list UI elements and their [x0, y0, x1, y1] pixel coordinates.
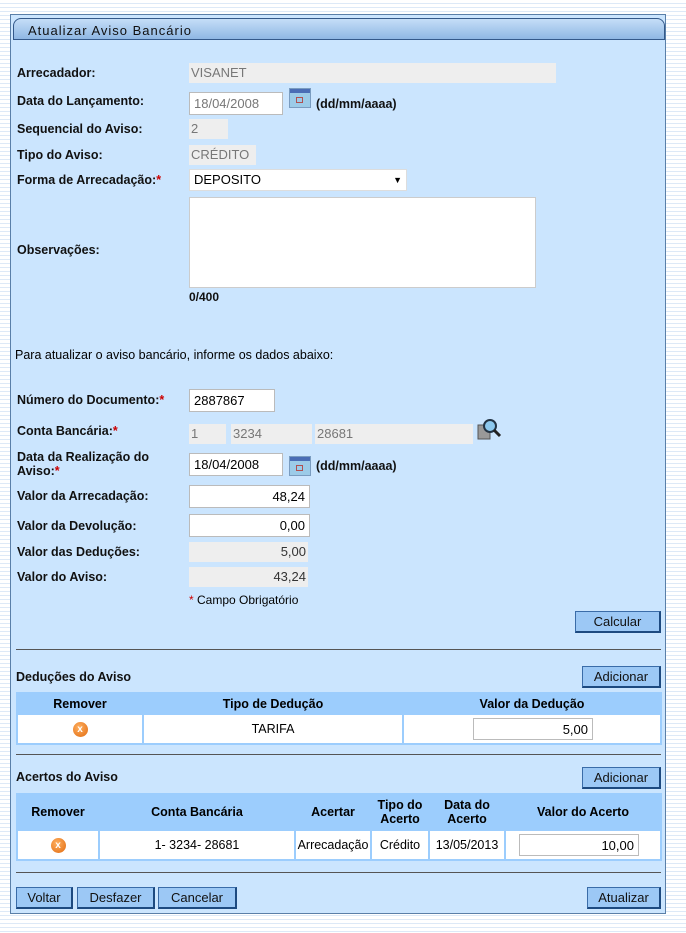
- calendar-icon[interactable]: [289, 88, 311, 108]
- required-marker: *: [112, 424, 118, 438]
- observacoes-label: Observações:: [17, 243, 100, 257]
- tipo-aviso-field: CRÉDITO: [189, 145, 256, 165]
- col-valor-deducao: Valor da Dedução: [404, 694, 660, 713]
- valor-arrecadacao-label: Valor da Arrecadação:: [17, 489, 149, 503]
- col-tipo-deducao: Tipo de Dedução: [144, 694, 402, 713]
- data-lancamento-field[interactable]: 18/04/2008: [189, 92, 283, 115]
- col-acertar: Acertar: [296, 795, 370, 829]
- numero-documento-input[interactable]: 2887867: [189, 389, 275, 412]
- divider: [16, 872, 661, 873]
- panel-title-bar: Atualizar Aviso Bancário: [13, 18, 665, 40]
- data-lancamento-label: Data do Lançamento:: [17, 94, 145, 108]
- col-remover: Remover: [18, 795, 98, 829]
- table-row: x 1- 3234- 28681 Arrecadação Crédito 13/05/2…: [18, 831, 660, 859]
- voltar-button[interactable]: Voltar: [16, 887, 73, 909]
- tipo-aviso-label: Tipo do Aviso:: [17, 148, 103, 162]
- tipo-deducao-cell: TARIFA: [144, 715, 402, 743]
- add-acerto-button[interactable]: Adicionar: [582, 767, 661, 789]
- date-format-hint: (dd/mm/aaaa): [316, 459, 397, 473]
- observacoes-counter: 0/400: [189, 290, 220, 304]
- valor-arrecadacao-input[interactable]: 48,24: [189, 485, 310, 508]
- conta-label: Conta Bancária:: [17, 424, 113, 438]
- deducoes-title: Deduções do Aviso: [16, 670, 132, 684]
- conta-banco-field: 1: [189, 424, 226, 444]
- forma-label: Forma de Arrecadação:: [17, 173, 157, 187]
- chevron-down-icon: ▼: [393, 175, 402, 185]
- required-note: Campo Obrigatório: [197, 593, 299, 607]
- table-row: x TARIFA 5,00: [18, 715, 660, 743]
- data-realizacao-input[interactable]: 18/04/2008: [189, 453, 283, 476]
- tipo-cell: Crédito: [372, 831, 428, 859]
- required-marker: *: [189, 593, 194, 607]
- col-data-acerto: Data do Acerto: [430, 795, 504, 829]
- desfazer-button[interactable]: Desfazer: [77, 887, 155, 909]
- valor-aviso-label: Valor do Aviso:: [17, 570, 108, 584]
- cancelar-button[interactable]: Cancelar: [158, 887, 237, 909]
- col-valor-acerto: Valor do Acerto: [506, 795, 660, 829]
- valor-deducoes-label: Valor das Deduções:: [17, 545, 140, 559]
- instruction-text: Para atualizar o aviso bancário, informe…: [15, 348, 334, 362]
- data-realizacao-label: Data da Realização do Aviso:: [17, 450, 149, 478]
- acertar-cell: Arrecadação: [296, 831, 370, 859]
- sequencial-label: Sequencial do Aviso:: [17, 122, 143, 136]
- panel: Atualizar Aviso Bancário Arrecadador: VI…: [10, 14, 666, 914]
- date-format-hint: (dd/mm/aaaa): [316, 97, 397, 111]
- valor-deducao-input[interactable]: 5,00: [473, 718, 593, 740]
- conta-numero-field: 28681: [315, 424, 473, 444]
- observacoes-textarea[interactable]: [189, 197, 536, 288]
- conta-cell: 1- 3234- 28681: [100, 831, 294, 859]
- required-marker: *: [159, 393, 165, 407]
- atualizar-button[interactable]: Atualizar: [587, 887, 661, 909]
- forma-value: DEPOSITO: [194, 172, 261, 187]
- arrecadador-label: Arrecadador:: [17, 66, 96, 80]
- valor-acerto-input[interactable]: 10,00: [519, 834, 639, 856]
- required-marker: *: [54, 464, 60, 478]
- acertos-title: Acertos do Aviso: [16, 770, 118, 784]
- arrecadador-field: VISANET: [189, 63, 556, 83]
- acertos-table: Remover Conta Bancária Acertar Tipo do Acer…: [16, 793, 662, 861]
- remove-icon[interactable]: x: [72, 722, 88, 737]
- conta-agencia-field: 3234: [231, 424, 312, 444]
- col-conta-bancaria: Conta Bancária: [100, 795, 294, 829]
- col-tipo-acerto: Tipo do Acerto: [372, 795, 428, 829]
- search-icon[interactable]: [477, 417, 503, 441]
- required-marker: *: [156, 173, 162, 187]
- divider: [16, 649, 661, 650]
- valor-aviso-field: 43,24: [189, 567, 308, 587]
- sequencial-field: 2: [189, 119, 228, 139]
- valor-deducoes-field: 5,00: [189, 542, 308, 562]
- calendar-icon[interactable]: [289, 456, 311, 476]
- deducoes-table: Remover Tipo de Dedução Valor da Dedução x…: [16, 692, 662, 745]
- page-title: Atualizar Aviso Bancário: [28, 23, 192, 38]
- calcular-button[interactable]: Calcular: [575, 611, 661, 633]
- col-remover: Remover: [18, 694, 142, 713]
- forma-arrecadacao-select[interactable]: DEPOSITO ▼: [189, 169, 407, 191]
- data-cell: 13/05/2013: [430, 831, 504, 859]
- num-doc-label: Número do Documento:: [17, 393, 160, 407]
- valor-devolucao-label: Valor da Devolução:: [17, 519, 137, 533]
- remove-icon[interactable]: x: [50, 838, 66, 853]
- valor-devolucao-input[interactable]: 0,00: [189, 514, 310, 537]
- divider: [16, 754, 661, 755]
- add-deducao-button[interactable]: Adicionar: [582, 666, 661, 688]
